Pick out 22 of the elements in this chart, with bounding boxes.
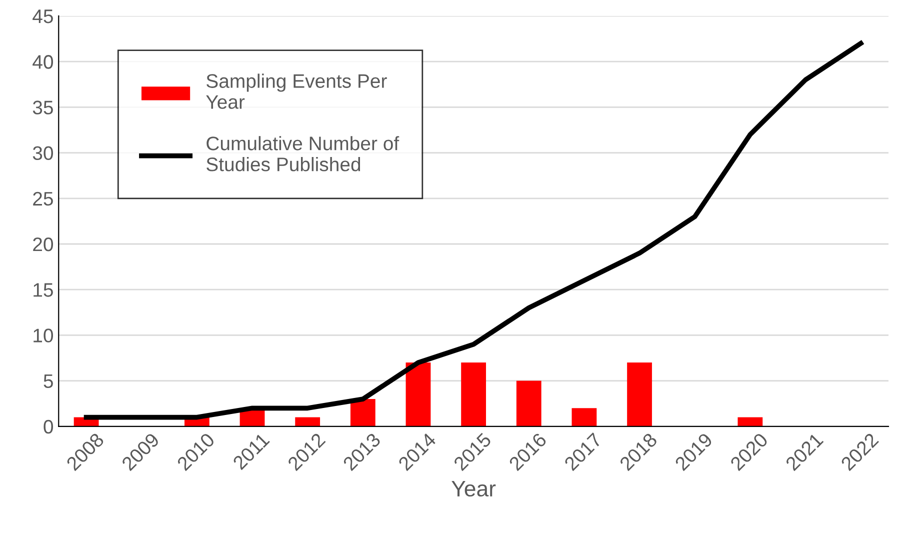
legend-label: Cumulative Number of Studies Published [206, 136, 400, 172]
y-tick-label: 15 [34, 283, 53, 297]
y-tick-label: 30 [32, 146, 54, 160]
line-series [84, 40, 864, 420]
bar [295, 417, 320, 426]
y-tick-label: 5 [44, 374, 53, 388]
y-tick-label: 40 [32, 55, 54, 69]
y-tick-label: 20 [33, 237, 54, 252]
y-tick-label: 25 [33, 192, 53, 206]
y-tick-label: 10 [34, 328, 54, 342]
bar [572, 408, 597, 426]
bar [627, 362, 652, 426]
x-axis-title: Year [452, 481, 496, 497]
bar [350, 399, 376, 426]
y-tick-label: 45 [32, 10, 53, 24]
bar [738, 417, 763, 426]
y-tick-label: 0 [44, 420, 54, 434]
bar [406, 362, 431, 426]
y-tick-label: 35 [32, 100, 53, 114]
bar [461, 362, 486, 426]
bar [516, 380, 542, 426]
legend-label: Sampling Events Per Year [206, 74, 387, 109]
